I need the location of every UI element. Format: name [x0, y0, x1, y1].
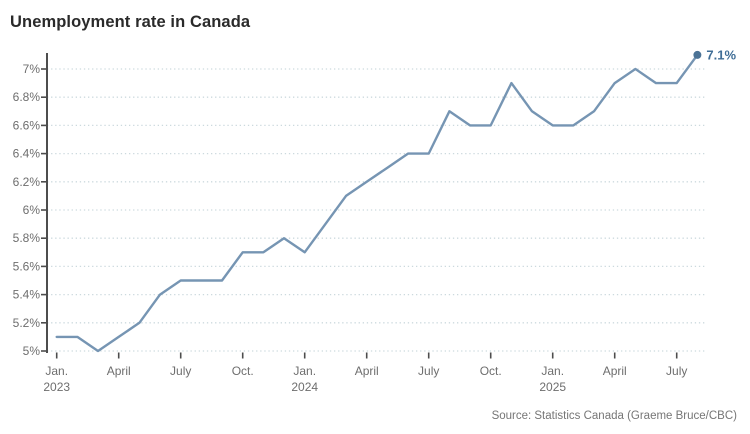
grid-lines [47, 68, 706, 352]
x-tick-label: April [107, 364, 131, 378]
x-tick-label: 2023 [43, 380, 70, 394]
y-tick-label: 6.2% [13, 175, 41, 189]
y-tick-label: 5.8% [13, 231, 41, 245]
y-tick-label: 6.4% [13, 147, 41, 161]
x-tick-label: Jan. [293, 364, 316, 378]
y-tick-label: 5.4% [13, 288, 41, 302]
x-tick-label: Jan. [541, 364, 564, 378]
x-tick-label: Oct. [232, 364, 254, 378]
y-axis: 7% 6.8% 6.6% 6.4% 6.2% 6% 5.8% 5.6% 5.4% 5.2% 5% [13, 53, 48, 358]
y-tick-label: 5.2% [13, 316, 41, 330]
x-tick-label: 2024 [291, 380, 318, 394]
y-tick-label: 6% [23, 203, 41, 217]
x-axis: Jan. 2023 April July Oct. Jan. 2024 April July Oc… [43, 352, 687, 394]
x-tick-label: Oct. [480, 364, 502, 378]
x-tick-label: Jan. [45, 364, 68, 378]
end-point-marker [693, 50, 702, 59]
y-tick-label: 6.8% [13, 90, 41, 104]
y-tick-label: 7% [23, 62, 41, 76]
page-title: Unemployment rate in Canada [10, 13, 251, 31]
x-tick-label: July [170, 364, 191, 378]
end-point-label: 7.1% [706, 47, 736, 62]
y-tick-label: 5% [23, 344, 41, 358]
x-tick-label: April [355, 364, 379, 378]
source-attribution: Source: Statistics Canada (Graeme Bruce/… [491, 410, 737, 422]
y-tick-label: 5.6% [13, 259, 41, 273]
x-tick-label: July [666, 364, 687, 378]
x-tick-label: 2025 [539, 380, 566, 394]
y-tick-label: 6.6% [13, 118, 41, 132]
x-tick-label: April [603, 364, 627, 378]
x-tick-label: July [418, 364, 439, 378]
series-line [55, 53, 699, 353]
